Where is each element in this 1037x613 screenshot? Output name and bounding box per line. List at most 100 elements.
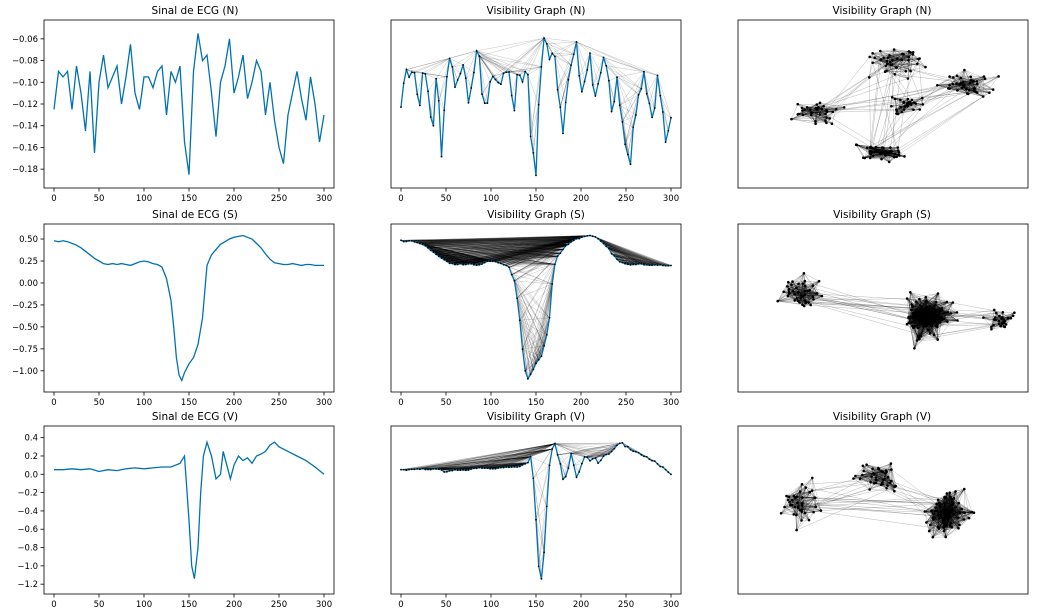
- network-edge: [887, 57, 898, 59]
- network-edge: [960, 77, 975, 89]
- visibility-node: [608, 247, 610, 250]
- network-edge: [869, 60, 887, 78]
- visibility-edge: [430, 250, 555, 265]
- network-edge: [937, 77, 954, 86]
- network-node: [947, 87, 950, 90]
- visibility-node: [451, 66, 454, 68]
- network-node: [893, 152, 897, 156]
- visibility-edge: [476, 50, 507, 73]
- network-edge: [953, 77, 971, 84]
- network-edge: [874, 57, 897, 68]
- network-edge: [875, 147, 898, 153]
- network-edge: [819, 102, 830, 119]
- network-edge: [977, 76, 985, 93]
- network-edge: [901, 59, 906, 72]
- visibility-edge: [419, 243, 566, 246]
- network-node: [932, 333, 936, 337]
- visibility-edge: [530, 38, 545, 137]
- visibility-node: [524, 70, 527, 73]
- visibility-node: [440, 155, 443, 158]
- visibility-edge: [419, 243, 555, 265]
- visibility-edge: [579, 69, 588, 76]
- network-edge: [877, 147, 898, 151]
- visibility-node: [489, 260, 491, 263]
- visibility-edge: [552, 41, 577, 54]
- visibility-edge: [525, 38, 545, 72]
- network-node: [830, 122, 834, 125]
- visibility-edge: [452, 66, 461, 74]
- x-tick-label: 0: [398, 398, 403, 408]
- network-edge: [886, 52, 911, 72]
- network-edge: [811, 111, 828, 113]
- network-edge: [898, 109, 920, 115]
- visibility-edge: [530, 104, 539, 137]
- visibility-edge: [425, 245, 474, 265]
- network-edge: [872, 62, 893, 65]
- network-edge: [960, 77, 972, 81]
- network-node: [786, 294, 790, 298]
- visibility-edge: [506, 66, 542, 73]
- y-tick-label: −0.50: [12, 323, 38, 333]
- network-node: [884, 154, 887, 157]
- visibility-node: [419, 242, 421, 245]
- network-edge: [909, 76, 999, 105]
- y-tick-label: 0.25: [19, 257, 38, 267]
- network-edge: [969, 84, 978, 91]
- network-edge: [856, 144, 870, 154]
- network-edge: [872, 62, 886, 66]
- network-edge: [811, 114, 827, 124]
- network-edge: [887, 49, 895, 64]
- network-node: [909, 69, 912, 73]
- network-edge: [971, 80, 975, 89]
- network-edge: [937, 85, 970, 91]
- network-edge: [821, 108, 833, 124]
- visibility-edge: [433, 251, 469, 265]
- visibility-edge: [400, 235, 588, 241]
- network-edge: [880, 50, 914, 53]
- visibility-edge: [576, 41, 645, 72]
- network-edge: [889, 55, 909, 58]
- network-edge: [873, 147, 898, 156]
- network-edge: [902, 53, 919, 60]
- network-node: [902, 108, 906, 111]
- network-edge: [819, 102, 845, 108]
- network-edge: [821, 107, 845, 109]
- visibility-edge: [425, 245, 488, 262]
- network-edge: [893, 49, 902, 61]
- network-edge: [872, 62, 897, 68]
- visibility-edge: [425, 235, 591, 247]
- visibility-edge: [557, 54, 574, 90]
- visibility-node: [481, 93, 483, 95]
- network-edge: [791, 102, 821, 120]
- network-edge: [798, 111, 828, 115]
- network-edge: [983, 76, 985, 97]
- network-edge: [960, 77, 990, 93]
- visibility-edge: [409, 236, 585, 242]
- visibility-edge: [422, 244, 469, 265]
- network-edge: [892, 59, 902, 65]
- visibility-edge: [422, 235, 591, 245]
- visibility-edge: [425, 245, 456, 265]
- visibility-edge: [481, 81, 491, 95]
- visibility-node: [572, 239, 575, 242]
- network-edge: [974, 78, 986, 89]
- network-edge: [802, 109, 818, 115]
- visibility-node: [554, 263, 556, 266]
- network-edge: [956, 69, 965, 76]
- network-edge: [973, 76, 985, 89]
- network-edge: [882, 147, 891, 152]
- visibility-node: [405, 68, 408, 71]
- network-edge: [907, 52, 911, 79]
- network-edge: [885, 63, 918, 72]
- visibility-edge: [430, 250, 488, 262]
- visibility-edge: [427, 247, 491, 262]
- network-edge: [832, 107, 845, 112]
- network-edge: [903, 54, 906, 72]
- visibility-node: [518, 74, 521, 76]
- network-edge: [886, 58, 920, 72]
- network-edge: [801, 107, 830, 119]
- visibility-edge: [624, 94, 639, 145]
- visibility-node: [586, 69, 589, 71]
- network-node: [880, 157, 883, 161]
- network-edge: [881, 150, 899, 160]
